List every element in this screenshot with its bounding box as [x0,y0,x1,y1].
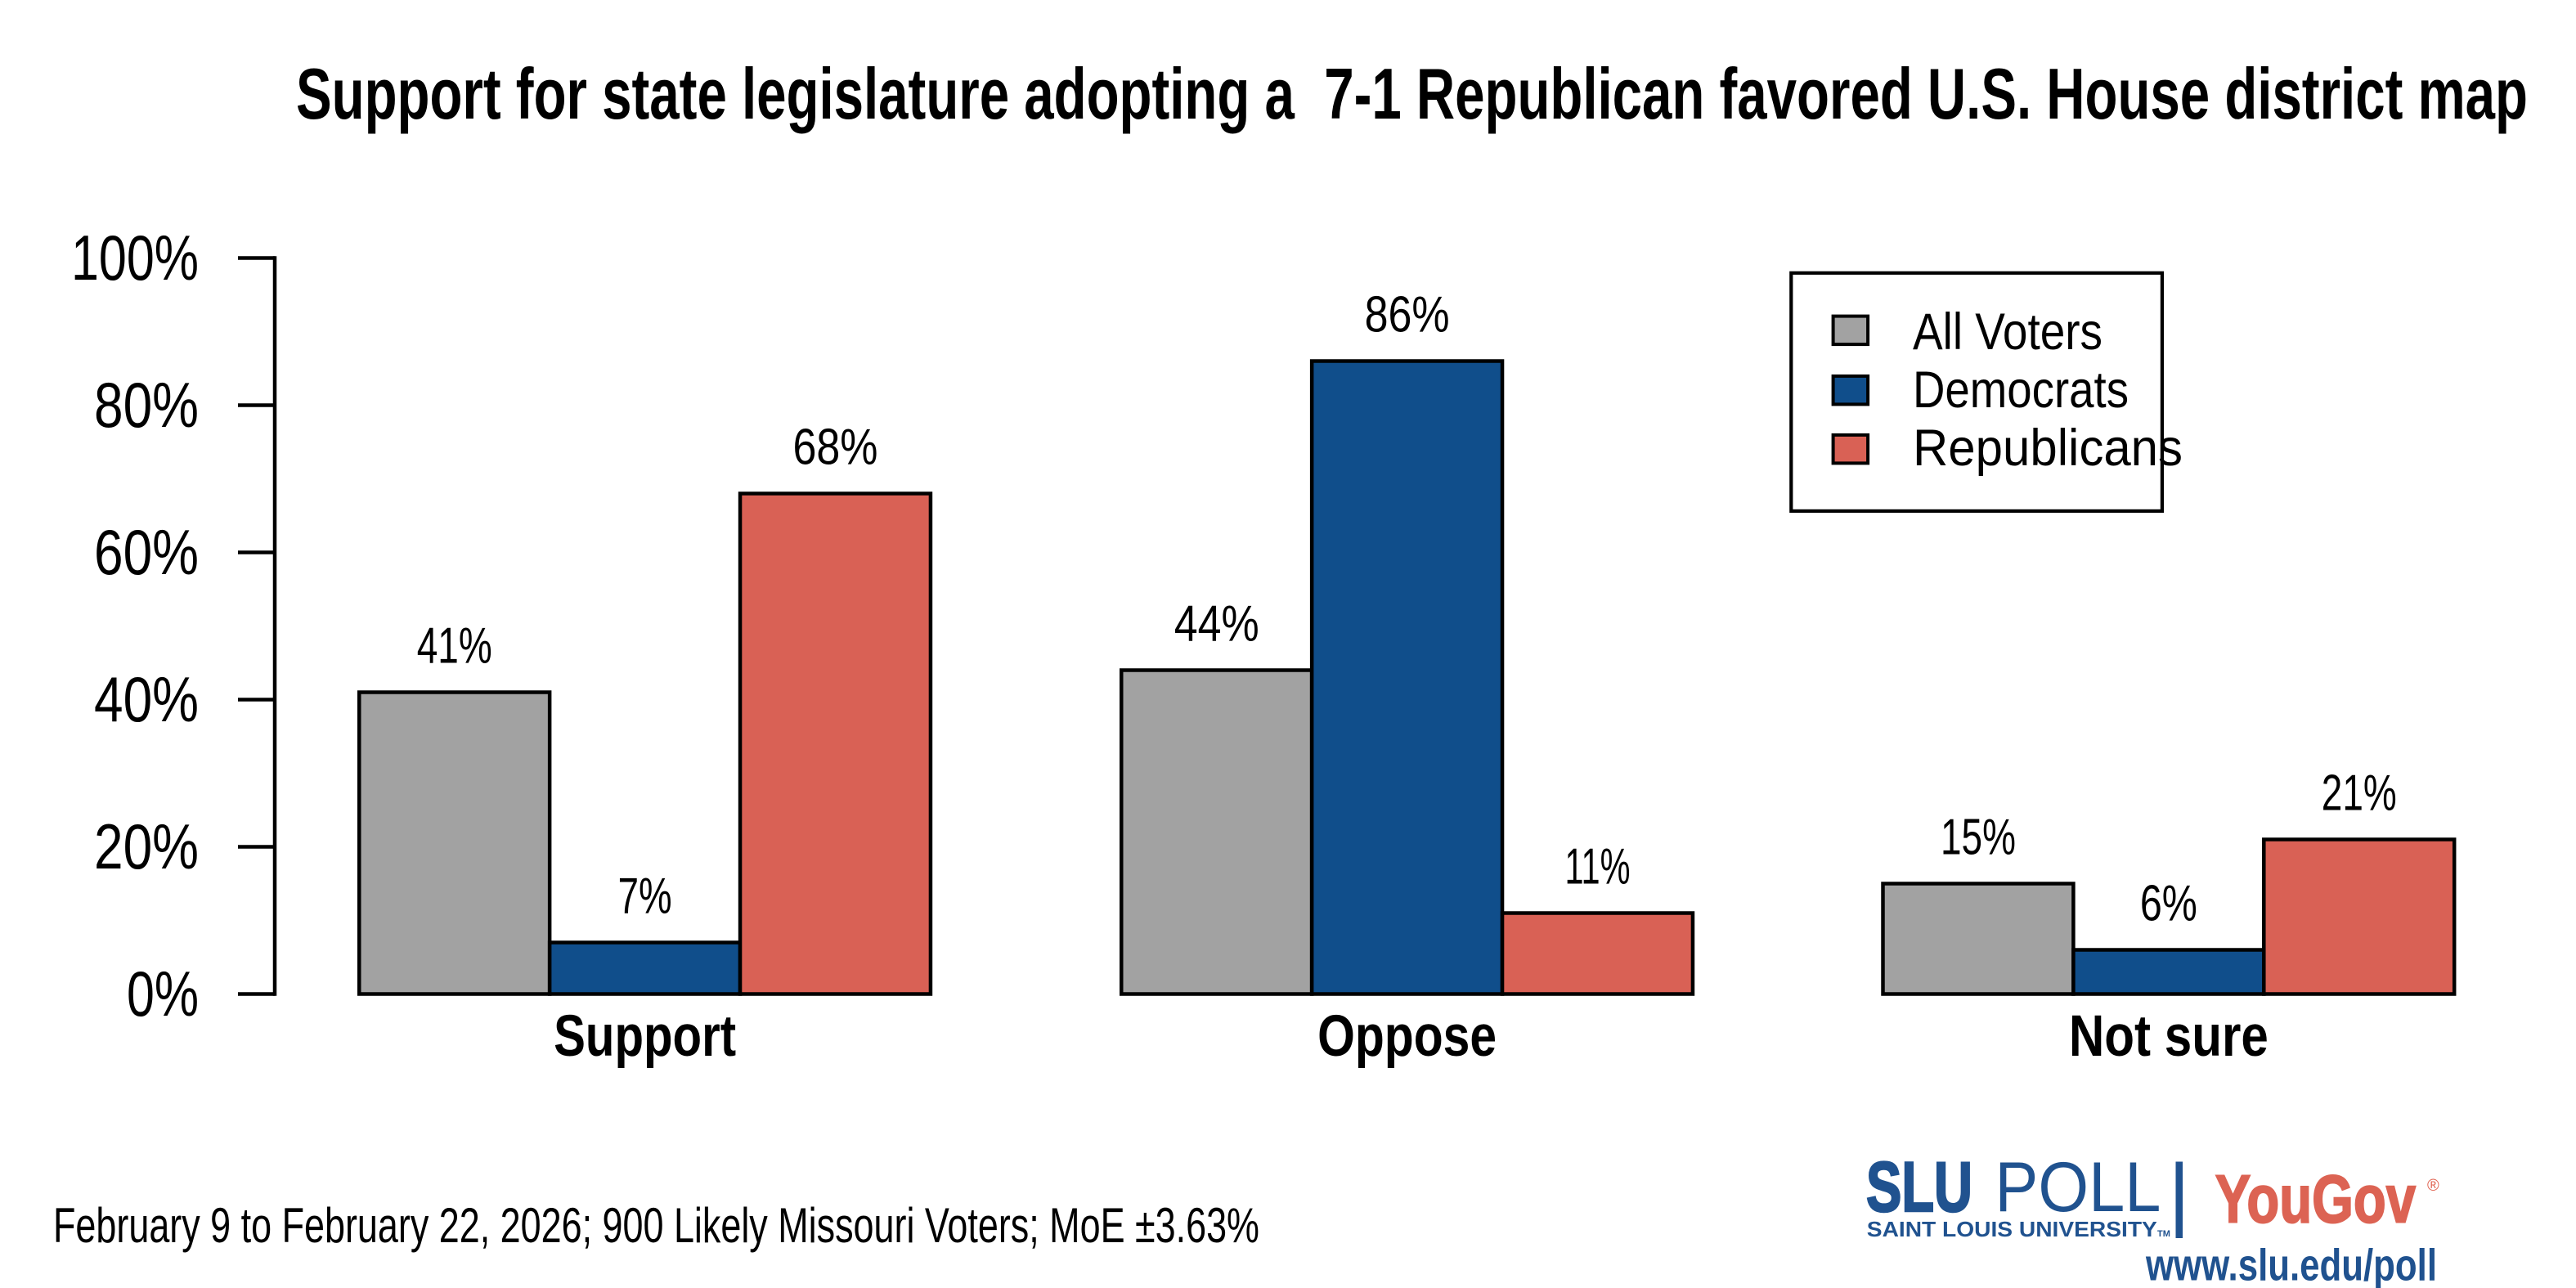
svg-text:SLU: SLU [1866,1148,1972,1227]
svg-text:Republicans: Republicans [1913,420,2183,477]
svg-text:www.slu.edu/poll: www.slu.edu/poll [2145,1239,2437,1288]
svg-text:60%: 60% [94,516,199,588]
svg-text:®: ® [2427,1177,2439,1195]
svg-text:21%: 21% [2322,765,2397,821]
svg-text:44%: 44% [1174,595,1259,652]
svg-text:100%: 100% [71,222,199,294]
svg-text:February 9 to February 22, 202: February 9 to February 22, 2026; 900 Lik… [53,1198,1259,1253]
svg-text:Support: Support [554,1004,736,1069]
svg-text:TM: TM [2157,1229,2170,1239]
svg-text:POLL: POLL [1995,1148,2161,1227]
svg-text:15%: 15% [1941,809,2016,865]
svg-text:20%: 20% [94,810,199,882]
svg-text:6%: 6% [2140,875,2197,931]
svg-text:68%: 68% [793,419,878,475]
svg-text:Not sure: Not sure [2069,1004,2269,1069]
svg-text:SAINT LOUIS UNIVERSITY: SAINT LOUIS UNIVERSITY [1867,1217,2157,1241]
svg-text:0%: 0% [127,958,199,1030]
svg-text:41%: 41% [417,617,492,674]
svg-text:YouGov: YouGov [2215,1161,2416,1237]
svg-text:40%: 40% [94,663,199,735]
svg-text:80%: 80% [94,369,199,441]
svg-text:All Voters: All Voters [1913,303,2103,361]
svg-text:Oppose: Oppose [1317,1004,1497,1069]
svg-text:7%: 7% [618,868,672,924]
svg-text:Support for state legislature: Support for state legislature adopting a… [296,53,2528,134]
svg-text:Democrats: Democrats [1913,361,2129,419]
svg-text:11%: 11% [1565,838,1631,895]
svg-text:86%: 86% [1365,286,1450,343]
